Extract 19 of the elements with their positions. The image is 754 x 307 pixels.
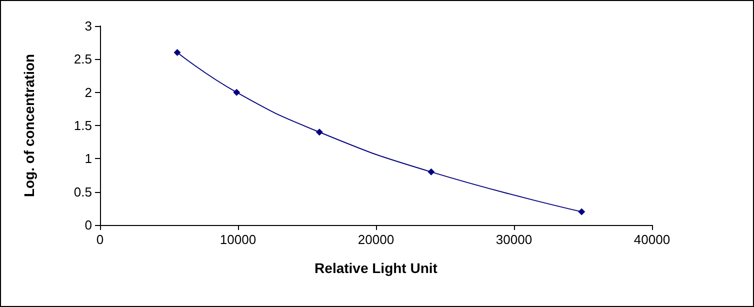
x-tick-label: 0 [96,232,104,247]
point [428,168,435,176]
y-tick-label: 2.5 [74,52,92,67]
x-tick-label: 10000 [220,232,256,247]
point [233,88,240,96]
y-tick-label: 2 [84,84,92,100]
point [578,208,586,216]
y-tick-label: 0 [84,218,92,232]
point [316,128,323,136]
y-tick-label: 1.5 [74,118,92,133]
x-tick-label: 40000 [634,232,670,247]
point [174,49,181,56]
x-tick-label: 30000 [496,232,532,247]
x-axis-title: Relative Light Unit [314,260,438,276]
y-tick-label: 1 [84,151,92,166]
y-axis-title: Log. of concentration [21,54,37,198]
y-tick-label: 0.5 [74,184,92,200]
y-tick-label: 3 [84,18,92,34]
x-tick-label: 20000 [358,232,394,247]
